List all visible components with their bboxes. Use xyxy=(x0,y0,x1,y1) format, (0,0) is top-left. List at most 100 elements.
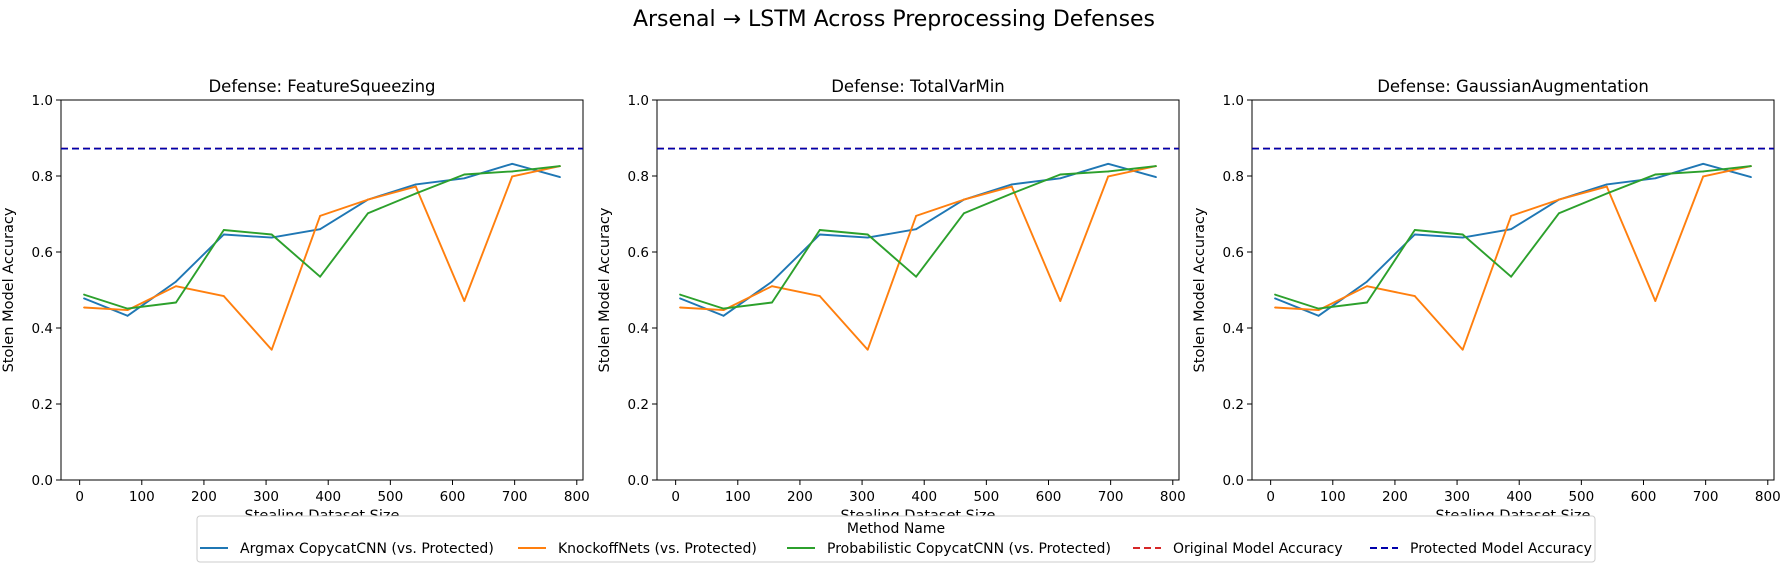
x-tick-label: 600 xyxy=(1631,489,1657,505)
data-point xyxy=(559,176,561,179)
legend-label: Argmax CopycatCNN (vs. Protected) xyxy=(240,541,494,557)
x-tick-label: 700 xyxy=(1098,489,1124,505)
y-tick-label: 0.4 xyxy=(32,321,53,337)
subplot-title: Defense: FeatureSqueezing xyxy=(208,77,435,96)
subplot-1: Defense: FeatureSqueezing 0.0 0.2 0.4 0.6 0.8… xyxy=(1,77,590,524)
data-point xyxy=(1366,301,1368,304)
data-point xyxy=(414,185,417,188)
y-tick-label: 0.2 xyxy=(628,397,649,413)
legend-entry-original-model-accuracy: Original Model Accuracy xyxy=(1133,541,1343,557)
x-tick-label: 300 xyxy=(253,489,279,505)
y-axis-label: Stolen Model Accuracy xyxy=(597,207,613,372)
data-point xyxy=(818,295,821,297)
plot-frame xyxy=(1251,99,1775,481)
x-tick-label: 400 xyxy=(911,489,937,505)
data-point xyxy=(722,309,725,312)
legend-label: KnockoffNets (vs. Protected) xyxy=(558,541,757,557)
data-point xyxy=(771,301,773,304)
data-point xyxy=(1317,314,1320,317)
x-tick-label: 400 xyxy=(315,489,341,505)
x-tick-label: 200 xyxy=(787,489,813,505)
data-point xyxy=(511,162,514,165)
legend-label: Original Model Accuracy xyxy=(1173,541,1343,557)
x-tick-label: 100 xyxy=(725,489,751,505)
x-tick-label: 0 xyxy=(671,489,680,505)
data-point xyxy=(463,300,466,302)
plot-area xyxy=(657,147,1179,351)
x-tick-label: 200 xyxy=(191,489,217,505)
data-point xyxy=(319,275,322,278)
legend-entry-protected-model-accuracy: Protected Model Accuracy xyxy=(1370,541,1592,557)
subplot-3: Defense: GaussianAugmentation 0.0 0.2 0.4 0.… xyxy=(1192,77,1781,524)
x-tick-label: 500 xyxy=(973,489,999,505)
data-point xyxy=(1605,185,1608,188)
y-tick-label: 1.0 xyxy=(1223,93,1244,109)
data-point xyxy=(1010,185,1013,188)
y-tick-label: 0.8 xyxy=(32,169,53,185)
legend-label: Protected Model Accuracy xyxy=(1410,541,1592,557)
data-point xyxy=(1059,300,1062,302)
data-point xyxy=(83,297,85,300)
data-point xyxy=(83,293,85,296)
data-point xyxy=(1510,275,1513,278)
y-tick-label: 1.0 xyxy=(628,93,649,109)
data-point xyxy=(1107,175,1110,178)
data-point xyxy=(679,293,681,296)
data-point xyxy=(319,215,322,217)
data-point xyxy=(722,314,725,317)
data-point xyxy=(222,233,225,236)
data-point xyxy=(1010,192,1013,195)
plot-area xyxy=(61,147,583,351)
data-point xyxy=(511,170,514,173)
data-point xyxy=(367,198,369,201)
data-point xyxy=(559,165,561,168)
data-point xyxy=(1059,173,1062,176)
data-point xyxy=(1605,192,1608,195)
data-point xyxy=(414,183,417,186)
data-point xyxy=(270,348,273,351)
data-point xyxy=(818,229,821,231)
legend-entry-probabilistic-copycatcnn-vs-protected: Probabilistic CopycatCNN (vs. Protected) xyxy=(787,541,1111,557)
data-point xyxy=(126,307,129,310)
x-tick-label: 600 xyxy=(1036,489,1062,505)
legend: Method Name Argmax CopycatCNN (vs. Prote… xyxy=(196,515,1596,563)
legend-entry-argmax-copycatcnn-vs-protected: Argmax CopycatCNN (vs. Protected) xyxy=(200,541,494,557)
legend-title: Method Name xyxy=(847,521,945,537)
y-tick-label: 0.8 xyxy=(628,169,649,185)
data-point xyxy=(1317,309,1320,312)
data-point xyxy=(1107,170,1110,173)
x-tick-label: 200 xyxy=(1382,489,1408,505)
data-point xyxy=(963,212,965,215)
data-point xyxy=(1366,285,1368,288)
data-point xyxy=(367,212,369,215)
data-point xyxy=(222,229,225,231)
data-point xyxy=(126,309,129,312)
data-point xyxy=(1702,162,1705,165)
data-point xyxy=(1413,295,1416,297)
data-point xyxy=(679,297,681,300)
y-tick-label: 0.8 xyxy=(1223,169,1244,185)
data-point xyxy=(1366,280,1368,283)
data-point xyxy=(1317,307,1320,310)
data-point xyxy=(1654,173,1657,176)
x-tick-label: 700 xyxy=(502,489,528,505)
data-point xyxy=(722,307,725,310)
data-point xyxy=(1510,228,1513,231)
data-point xyxy=(818,233,821,236)
data-point xyxy=(175,301,177,304)
data-point xyxy=(1274,293,1276,296)
data-point xyxy=(771,280,773,283)
data-point xyxy=(1107,162,1110,165)
x-tick-label: 500 xyxy=(1568,489,1594,505)
x-tick-label: 600 xyxy=(440,489,466,505)
legend-label: Probabilistic CopycatCNN (vs. Protected) xyxy=(827,541,1111,557)
y-tick-label: 0.6 xyxy=(1223,245,1244,261)
data-point xyxy=(1461,233,1464,236)
data-point xyxy=(1702,170,1705,173)
x-tick-label: 400 xyxy=(1506,489,1532,505)
data-point xyxy=(1750,176,1752,179)
data-point xyxy=(319,228,322,231)
data-point xyxy=(915,215,918,217)
data-point xyxy=(1702,175,1705,178)
data-point xyxy=(1010,183,1013,186)
